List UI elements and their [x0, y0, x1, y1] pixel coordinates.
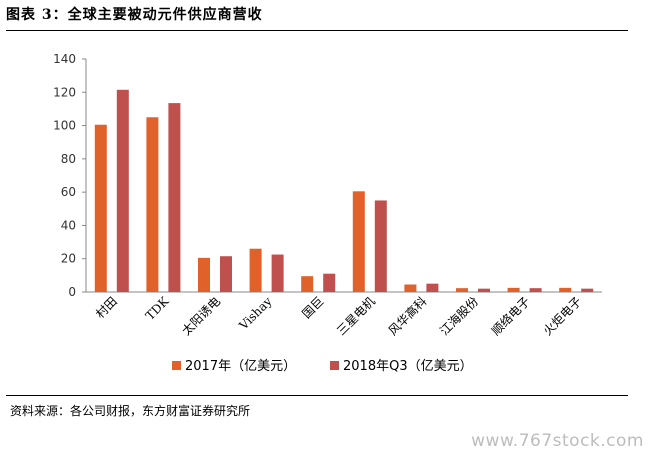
- bar-2018q3: [581, 288, 594, 292]
- bar-2018q3: [220, 256, 232, 292]
- top-rule: [6, 30, 628, 31]
- x-category-label: 风华高科: [385, 294, 430, 339]
- bar-2018q3: [271, 254, 284, 292]
- x-category-label: 村田: [93, 294, 120, 321]
- x-category-label: 顺络电子: [488, 294, 533, 339]
- bar-2017: [146, 117, 159, 292]
- y-tick-label: 20: [61, 252, 76, 266]
- legend-label-2017: 2017年（亿美元）: [185, 359, 296, 374]
- bar-2017: [249, 248, 262, 292]
- bar-2018q3: [478, 288, 490, 292]
- bar-2017: [507, 287, 520, 292]
- bar-2017: [456, 288, 468, 292]
- bar-2017: [352, 191, 365, 292]
- bar-2018q3: [168, 103, 181, 292]
- y-tick-label: 0: [68, 285, 76, 299]
- x-category-label: Vishay: [236, 294, 275, 333]
- bar-2018q3: [116, 89, 129, 293]
- watermark: www.767stock.com: [471, 431, 644, 451]
- x-category-label: 太阳诱电: [179, 294, 224, 339]
- bottom-rule: [6, 395, 628, 396]
- bar-2017: [94, 124, 107, 292]
- x-category-label: TDK: [143, 293, 172, 322]
- y-tick-label: 100: [53, 119, 76, 133]
- bar-2018q3: [323, 273, 336, 292]
- source-note: 资料来源：各公司财报，东方财富证券研究所: [10, 404, 251, 418]
- x-category-label: 国巨: [299, 294, 326, 321]
- y-tick-label: 40: [61, 218, 76, 232]
- y-tick-label: 60: [61, 185, 76, 199]
- x-category-label: 三星电机: [334, 294, 378, 338]
- y-tick-label: 120: [53, 85, 76, 99]
- bar-2018q3: [374, 200, 387, 292]
- bar-2018q3: [529, 288, 542, 292]
- bar-2017: [559, 287, 572, 292]
- figure-title: 图表 3：全球主要被动元件供应商营收: [6, 7, 263, 23]
- bar-2017: [198, 257, 210, 292]
- y-tick-label: 80: [61, 152, 76, 166]
- bar-2017: [404, 284, 417, 292]
- x-category-label: 火炬电子: [540, 294, 584, 338]
- x-category-label: 江海股份: [437, 294, 482, 339]
- legend-swatch-2017: [172, 361, 181, 370]
- legend-swatch-2018q3: [330, 361, 339, 370]
- y-tick-label: 140: [53, 52, 76, 66]
- bar-2018q3: [426, 283, 439, 292]
- bar-2017: [301, 276, 314, 292]
- legend-label-2018q3: 2018年Q3（亿美元）: [343, 359, 473, 374]
